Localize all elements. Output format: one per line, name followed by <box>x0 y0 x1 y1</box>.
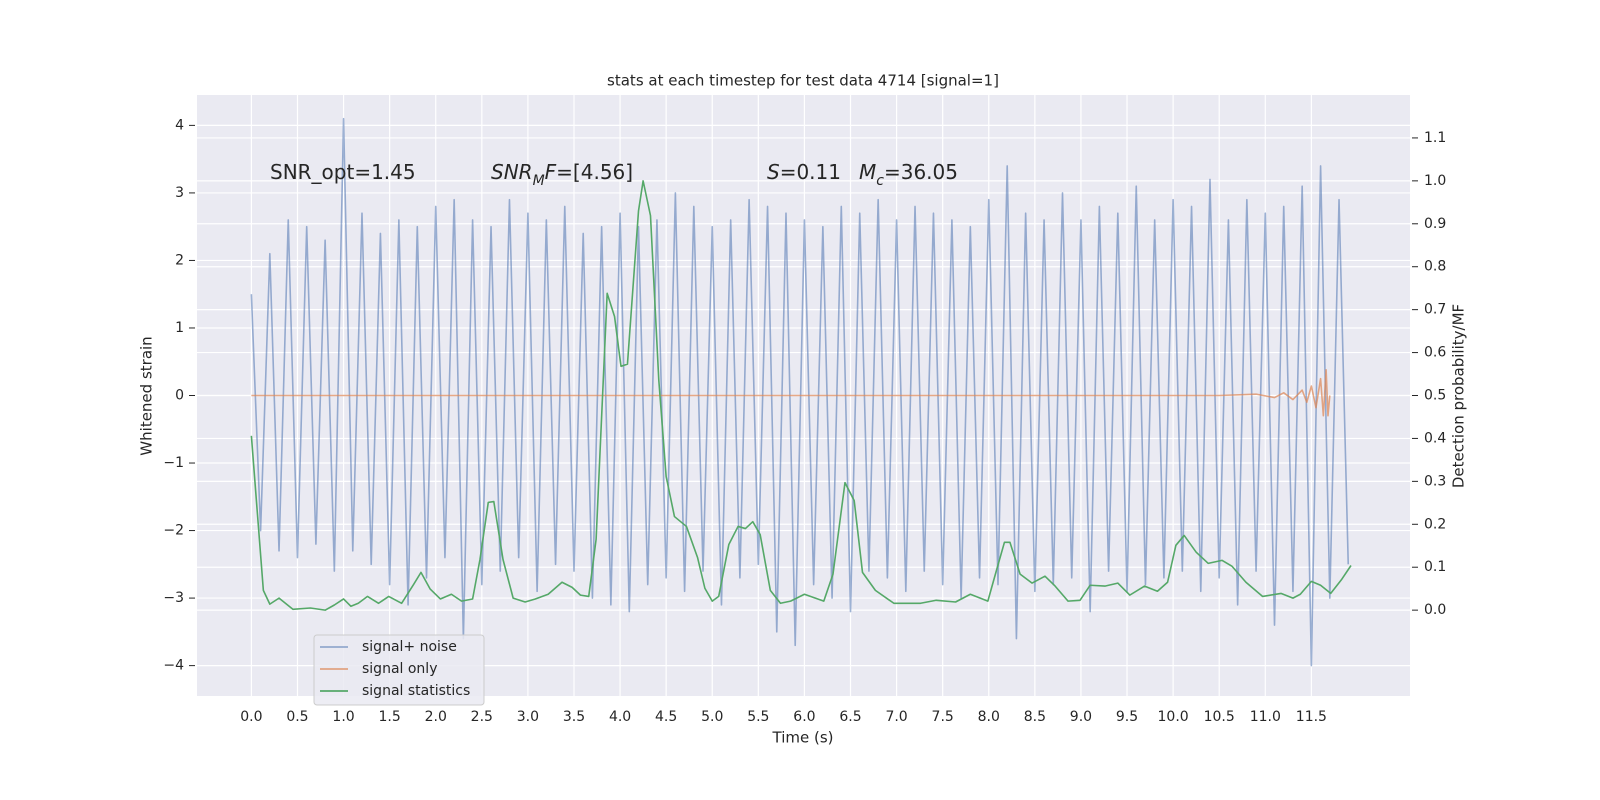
x-tick-label: 5.5 <box>747 709 769 725</box>
annotation: Mc=36.05 <box>859 160 958 190</box>
annotation-part: c <box>876 173 884 189</box>
y2-axis-label: Detection probability/MF <box>1450 304 1468 488</box>
x-tick-label: 6.0 <box>793 709 815 725</box>
annotation-part: SNR_opt=1.45 <box>270 160 416 184</box>
y2-tick-label: 0.3 <box>1424 473 1446 489</box>
x-tick-label: 9.0 <box>1070 709 1092 725</box>
x-tick-label: 11.5 <box>1296 709 1327 725</box>
annotation-part: F <box>545 160 557 184</box>
y2-tick-label: 0.4 <box>1424 430 1446 446</box>
x-tick-label: 3.5 <box>563 709 585 725</box>
y-tick-label: 3 <box>175 185 184 201</box>
series-line <box>250 117 1350 667</box>
y-tick-label: −3 <box>163 590 184 606</box>
y2-tick-label: 1.1 <box>1424 130 1446 146</box>
y2-tick-label: 0.2 <box>1424 516 1446 532</box>
legend-box <box>313 634 485 706</box>
x-tick-label: 2.5 <box>471 709 493 725</box>
x-tick-label: 7.0 <box>885 709 907 725</box>
y-tick-label: 2 <box>175 252 184 268</box>
x-tick-label: 0.5 <box>286 709 308 725</box>
x-tick-label: 6.5 <box>839 709 861 725</box>
annotation-part: =36.05 <box>884 160 958 184</box>
series-line <box>250 180 1352 611</box>
x-tick-label: 4.5 <box>655 709 677 725</box>
legend-label: signal+ noise <box>362 639 457 655</box>
x-tick-label: 2.0 <box>425 709 447 725</box>
y-tick-label: 1 <box>175 320 184 336</box>
y-tick-label: −4 <box>163 658 184 674</box>
y2-tick-label: 0.7 <box>1424 302 1446 318</box>
annotation: SNRMF=[4.56] <box>491 160 633 190</box>
legend-label: signal statistics <box>362 683 470 699</box>
y-tick-label: 4 <box>175 117 184 133</box>
y2-tick-label: 0.0 <box>1424 602 1446 618</box>
annotation: S=0.11 <box>767 160 841 184</box>
y2-tick-label: 0.1 <box>1424 559 1446 575</box>
x-tick-label: 8.5 <box>1024 709 1046 725</box>
y2-tick-label: 0.9 <box>1424 216 1446 232</box>
x-tick-label: 11.0 <box>1250 709 1281 725</box>
annotation-part: M <box>533 173 545 189</box>
chart-title: stats at each timestep for test data 471… <box>607 72 999 90</box>
annotation-part: S <box>767 160 780 184</box>
x-tick-label: 10.5 <box>1204 709 1235 725</box>
y-axis-label: Whitened strain <box>138 336 156 455</box>
x-tick-label: 10.0 <box>1158 709 1189 725</box>
x-tick-label: 7.5 <box>932 709 954 725</box>
y2-tick-label: 0.6 <box>1424 345 1446 361</box>
y2-tick-label: 0.8 <box>1424 259 1446 275</box>
y-tick-label: 0 <box>175 388 184 404</box>
annotation-part: =0.11 <box>780 160 841 184</box>
x-tick-label: 0.0 <box>240 709 262 725</box>
x-tick-label: 8.0 <box>978 709 1000 725</box>
y-tick-label: −1 <box>163 455 184 471</box>
annotation-part: SNR <box>491 160 533 184</box>
x-tick-label: 1.0 <box>332 709 354 725</box>
x-tick-label: 1.5 <box>379 709 401 725</box>
x-tick-label: 9.5 <box>1116 709 1138 725</box>
x-tick-label: 4.0 <box>609 709 631 725</box>
y2-tick-label: 0.5 <box>1424 388 1446 404</box>
x-tick-label: 3.0 <box>517 709 539 725</box>
x-tick-label: 5.0 <box>701 709 723 725</box>
series-line <box>251 369 1331 417</box>
y-tick-label: −2 <box>163 523 184 539</box>
annotation-part: =[4.56] <box>556 160 633 184</box>
annotation: SNR_opt=1.45 <box>270 160 416 184</box>
legend-label: signal only <box>362 661 437 677</box>
annotation-part: M <box>859 160 876 184</box>
x-axis-label: Time (s) <box>772 729 834 747</box>
y2-tick-label: 1.0 <box>1424 173 1446 189</box>
